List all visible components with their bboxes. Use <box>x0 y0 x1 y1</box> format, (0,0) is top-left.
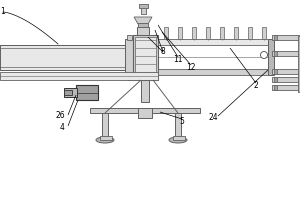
Bar <box>102 113 108 138</box>
Text: 2: 2 <box>254 80 258 90</box>
Bar <box>234 27 238 39</box>
Bar <box>192 27 196 39</box>
Bar <box>272 35 300 40</box>
Bar <box>220 27 224 39</box>
Bar <box>175 113 181 138</box>
Bar <box>248 27 252 39</box>
Bar <box>64 90 72 95</box>
Bar <box>272 69 300 74</box>
Bar <box>158 39 268 45</box>
Bar <box>274 35 277 40</box>
Bar <box>100 136 112 140</box>
Ellipse shape <box>169 137 187 143</box>
Bar <box>0 72 158 80</box>
Bar <box>127 35 132 40</box>
Ellipse shape <box>96 137 114 143</box>
Bar <box>135 37 156 78</box>
Bar <box>133 35 158 80</box>
Bar <box>0 45 128 70</box>
Bar <box>90 108 200 113</box>
Text: 5: 5 <box>180 117 184 127</box>
Bar <box>173 136 185 140</box>
Bar <box>268 39 274 75</box>
Text: 11: 11 <box>173 55 183 64</box>
Bar <box>272 85 300 90</box>
Text: 24: 24 <box>208 114 218 122</box>
Bar <box>274 85 277 90</box>
Bar <box>262 27 266 39</box>
Bar <box>298 36 300 92</box>
Bar <box>206 27 210 39</box>
Bar <box>158 69 268 75</box>
Bar <box>139 4 148 8</box>
Bar <box>274 69 277 74</box>
Bar <box>141 7 146 14</box>
Bar <box>127 75 132 80</box>
Polygon shape <box>134 17 152 24</box>
Bar <box>164 27 168 39</box>
Bar <box>178 27 182 39</box>
Bar <box>125 39 133 76</box>
Bar <box>141 80 149 102</box>
Text: 12: 12 <box>186 64 196 72</box>
Bar <box>272 77 300 82</box>
Text: 1: 1 <box>1 7 5 17</box>
Bar <box>76 85 98 100</box>
Bar <box>138 108 152 118</box>
Text: 8: 8 <box>160 47 165 56</box>
Bar <box>274 77 277 82</box>
Text: 26: 26 <box>55 112 65 120</box>
Bar <box>137 27 149 35</box>
Circle shape <box>260 51 268 58</box>
Bar <box>138 23 148 27</box>
Bar <box>272 51 300 56</box>
Text: 4: 4 <box>60 123 64 132</box>
Bar <box>274 51 277 56</box>
Bar <box>64 88 77 97</box>
